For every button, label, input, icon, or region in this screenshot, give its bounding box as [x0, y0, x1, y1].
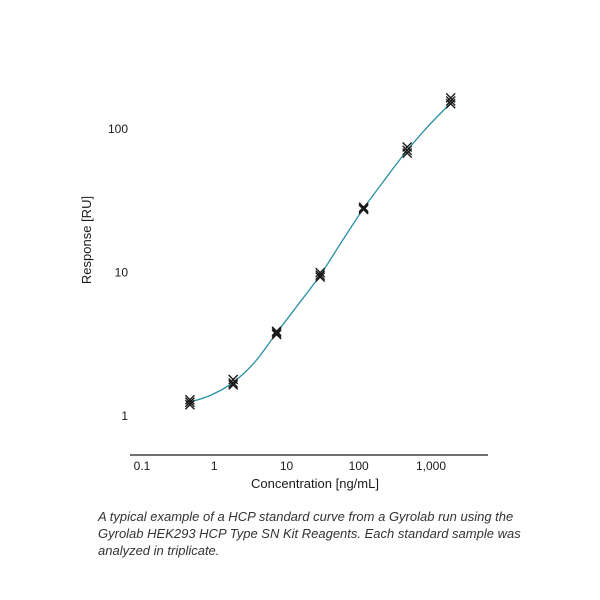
data-point-x-marker	[358, 203, 369, 214]
y-axis-title: Response [RU]	[79, 196, 94, 284]
y-axis-ticks: 1 10 100	[108, 122, 128, 423]
y-tick-label: 100	[108, 122, 128, 136]
data-point-x-marker	[184, 397, 195, 408]
data-point-x-marker	[402, 142, 413, 152]
x-tick-label: 10	[280, 459, 294, 473]
data-point-x-marker	[271, 327, 282, 338]
data-point-x-marker	[315, 270, 326, 281]
data-point-x-marker	[315, 272, 326, 283]
x-tick-label: 1	[211, 459, 218, 473]
x-axis-ticks: 0.1 1 10 100 1,000	[134, 459, 447, 473]
y-tick-label: 10	[115, 266, 129, 280]
x-tick-label: 0.1	[134, 459, 151, 473]
data-point-x-marker	[358, 202, 369, 213]
data-point-x-marker	[228, 374, 239, 385]
data-point-x-marker	[184, 399, 195, 410]
fitted-curve	[189, 102, 452, 403]
data-point-x-marker	[445, 96, 456, 106]
x-axis-title: Concentration [ng/mL]	[251, 476, 379, 491]
figure-caption: A typical example of a HCP standard curv…	[98, 509, 521, 558]
x-tick-label: 100	[349, 459, 369, 473]
x-tick-label: 1,000	[416, 459, 446, 473]
series-layer	[184, 92, 456, 410]
data-point-x-marker	[271, 329, 282, 340]
data-point-x-marker	[402, 145, 413, 156]
data-point-x-marker	[228, 378, 239, 388]
data-point-x-marker	[271, 326, 282, 337]
y-tick-label: 1	[121, 409, 128, 423]
data-point-x-marker	[358, 204, 369, 215]
data-point-x-marker	[315, 267, 326, 278]
data-point-x-marker	[184, 394, 195, 405]
data-point-x-marker	[445, 92, 456, 103]
